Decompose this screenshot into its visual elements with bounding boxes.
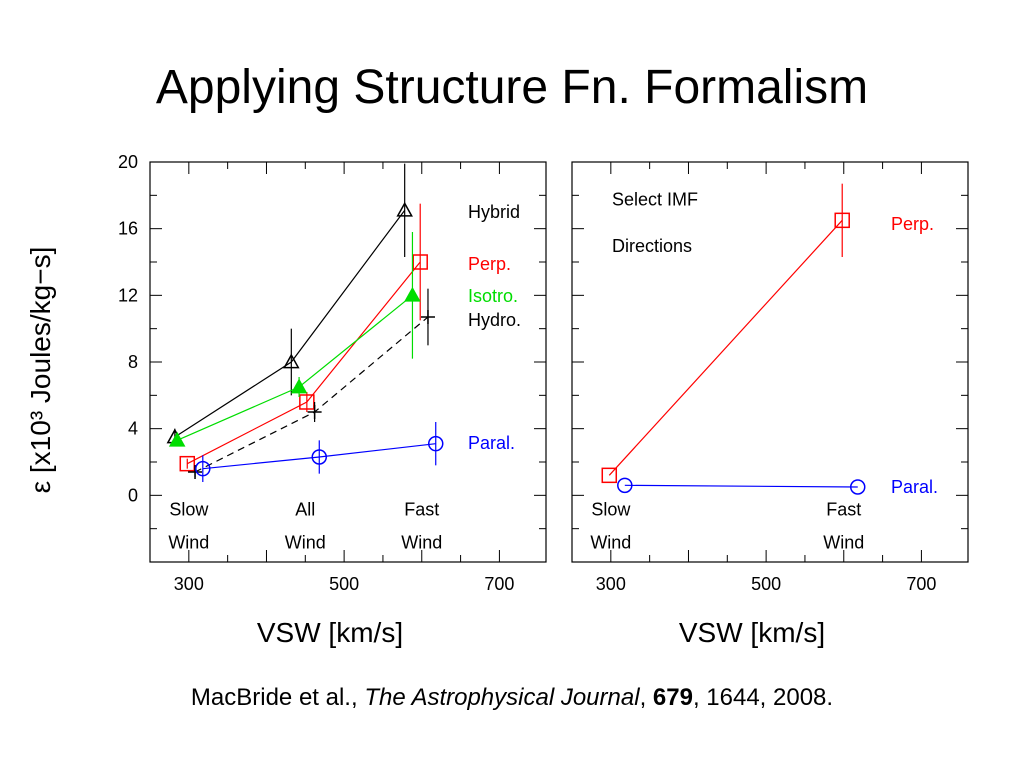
category-label: Wind	[823, 533, 864, 553]
left-x-axis-label: VSW [km/s]	[257, 617, 403, 648]
legend-label: Perp.	[891, 214, 934, 234]
x-tick-label: 300	[174, 574, 204, 594]
x-tick-label: 300	[596, 574, 626, 594]
data-point	[179, 455, 196, 472]
series-hybrid: Hybrid	[166, 163, 520, 446]
y-tick-label: 12	[118, 285, 138, 305]
category-label: All	[295, 499, 315, 519]
category-label: Wind	[285, 533, 326, 553]
legend-label: Hybrid	[468, 202, 520, 222]
data-point	[188, 465, 203, 479]
data-point	[412, 254, 428, 270]
data-point	[311, 449, 328, 465]
slide-title: Applying Structure Fn. Formalism	[155, 61, 869, 114]
citation: MacBride et al., The Astrophysical Journ…	[190, 684, 834, 711]
data-point	[849, 479, 866, 495]
data-point	[307, 405, 322, 419]
y-axis-label: ε [x10³ Joules/kg−s]	[25, 247, 56, 494]
citation-volume: 679	[652, 684, 693, 711]
y-tick-label: 4	[128, 419, 138, 439]
x-tick-label: 500	[329, 574, 359, 594]
citation-journal: The Astrophysical Journal	[364, 684, 640, 711]
chart-annotation: Select IMF	[612, 189, 698, 209]
citation-authors: MacBride et al.,	[190, 684, 358, 711]
data-point	[617, 477, 633, 494]
y-tick-label: 8	[128, 352, 138, 372]
category-label: Slow	[591, 499, 631, 519]
series-line	[186, 261, 421, 465]
data-point	[299, 394, 315, 410]
category-label: Wind	[168, 533, 209, 553]
data-point	[290, 378, 308, 394]
legend-label: Hydro.	[468, 310, 521, 330]
category-label: Slow	[169, 499, 209, 519]
x-tick-label: 500	[751, 574, 781, 594]
x-tick-label: 700	[906, 574, 936, 594]
category-label: Wind	[590, 533, 631, 553]
data-point	[834, 212, 850, 229]
legend-label: Paral.	[468, 433, 515, 453]
category-label: Wind	[401, 533, 442, 553]
series-paral: Paral.	[195, 422, 515, 482]
series-line	[608, 219, 843, 476]
left-chart-panel: 300 500 700 0 4 8 12 16 20 Slow Wind All Wind Fast Win…	[118, 152, 547, 594]
legend-label: Isotro.	[468, 286, 518, 306]
legend-label: Paral.	[891, 477, 938, 497]
data-point	[283, 353, 300, 369]
series-isotro: Isotro.	[168, 232, 518, 447]
x-tick-label: 700	[484, 574, 514, 594]
series-perp: Perp.	[601, 183, 934, 484]
series-perp: Perp.	[179, 203, 511, 472]
data-point	[427, 435, 444, 452]
y-tick-label: 20	[118, 152, 138, 172]
series-line	[624, 484, 858, 488]
category-label: Fast	[826, 499, 861, 519]
data-point	[404, 286, 421, 302]
series-hydro: Hydro.	[188, 288, 521, 479]
plot-frame	[149, 161, 547, 563]
data-point	[195, 460, 211, 477]
series-paral: Paral.	[617, 477, 938, 497]
legend-label: Perp.	[468, 254, 511, 274]
data-point	[168, 431, 186, 447]
category-label: Fast	[404, 499, 439, 519]
y-tick-label: 16	[118, 219, 138, 239]
chart-annotation: Directions	[612, 236, 692, 256]
data-point	[396, 201, 413, 217]
citation-pages-year: , 1644, 2008.	[692, 684, 834, 711]
right-x-axis-label: VSW [km/s]	[679, 617, 825, 648]
right-chart-panel: 300 500 700 Slow Wind Fast Wind Select IMF Direc…	[571, 161, 969, 594]
data-point	[601, 467, 618, 484]
data-point	[420, 310, 435, 324]
y-tick-label: 0	[128, 485, 138, 505]
